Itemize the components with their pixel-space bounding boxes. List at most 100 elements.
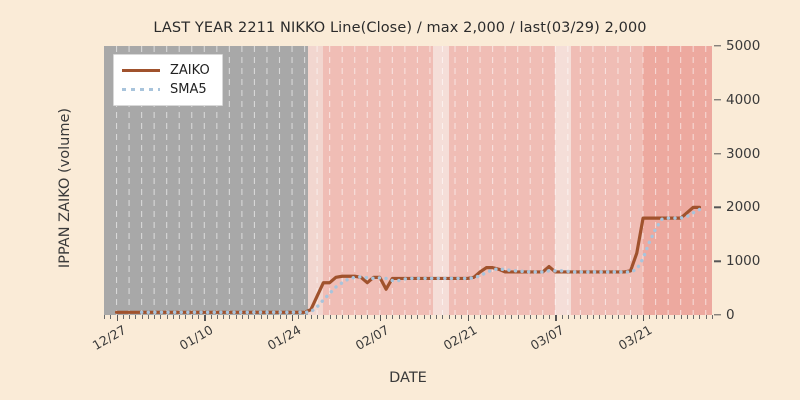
- y-tick-label: 0: [726, 307, 735, 323]
- x-tick-minor: [574, 315, 576, 319]
- y-axis-label: IPPAN ZAIKO (volume): [57, 107, 73, 269]
- x-tick-label: 02/21: [440, 322, 480, 354]
- x-tick-minor: [517, 315, 519, 319]
- x-tick-minor: [298, 315, 300, 319]
- x-tick-minor: [266, 315, 268, 319]
- x-tick-minor: [141, 315, 143, 319]
- x-tick-minor: [417, 315, 419, 319]
- x-tick-minor: [110, 315, 112, 319]
- x-tick-minor: [172, 315, 174, 319]
- x-tick-minor: [404, 315, 406, 319]
- x-tick-minor: [586, 315, 588, 319]
- x-tick-minor: [542, 315, 544, 319]
- series-sma5: [139, 207, 702, 315]
- x-tick-minor: [599, 315, 601, 319]
- x-tick-minor: [523, 315, 525, 319]
- legend-item-zaiko: ZAIKO: [122, 61, 210, 80]
- y-tick-mark: [714, 152, 721, 155]
- x-tick-label: 01/10: [177, 322, 216, 354]
- x-tick-label: 02/07: [352, 322, 392, 354]
- background-band: [643, 46, 712, 315]
- x-tick-minor: [329, 315, 331, 319]
- x-tick-minor: [549, 315, 551, 319]
- x-tick-minor: [386, 315, 388, 319]
- y-tick-label: 2000: [726, 199, 761, 216]
- background-band: [433, 46, 449, 315]
- x-tick-minor: [680, 315, 682, 319]
- x-tick-minor: [129, 315, 131, 319]
- x-tick-minor: [223, 315, 225, 319]
- x-tick-minor: [699, 315, 701, 319]
- x-tick-minor: [429, 315, 431, 319]
- x-tick-minor: [661, 315, 663, 319]
- data-series-layer: [114, 205, 702, 315]
- x-tick-minor: [530, 315, 532, 319]
- x-tick-minor: [373, 315, 375, 319]
- background-band: [307, 46, 324, 315]
- x-tick-major: [379, 315, 382, 321]
- y-tick-mark: [714, 99, 721, 101]
- sma5-line-swatch: [122, 84, 160, 96]
- x-tick-minor: [191, 315, 193, 319]
- x-tick-minor: [442, 315, 444, 319]
- x-tick-minor: [580, 315, 582, 319]
- x-tick-minor: [505, 315, 507, 319]
- legend-label-zaiko: ZAIKO: [170, 63, 210, 78]
- x-tick-minor: [241, 315, 243, 319]
- x-tick-minor: [285, 315, 287, 319]
- x-tick-label: 12/27: [89, 322, 129, 354]
- legend-label-sma5: SMA5: [170, 82, 207, 97]
- x-tick-minor: [611, 315, 613, 319]
- background-band: [555, 46, 571, 315]
- x-tick-minor: [592, 315, 594, 319]
- x-tick-minor: [567, 315, 569, 319]
- x-tick-minor: [411, 315, 413, 319]
- x-tick-minor: [135, 315, 137, 319]
- x-tick-minor: [166, 315, 168, 319]
- x-tick-minor: [342, 315, 344, 319]
- x-tick-minor: [160, 315, 162, 319]
- y-tick-label: 4000: [726, 91, 761, 108]
- x-tick-minor: [605, 315, 607, 319]
- x-tick-minor: [122, 315, 124, 319]
- x-tick-minor: [317, 315, 319, 319]
- x-tick-major: [116, 315, 118, 321]
- x-tick-minor: [693, 315, 695, 319]
- x-tick-minor: [511, 315, 513, 319]
- x-tick-minor: [636, 315, 638, 319]
- x-tick-minor: [335, 315, 337, 319]
- x-tick-minor: [310, 315, 312, 319]
- y-tick-mark: [714, 45, 721, 47]
- series-zaiko: [114, 205, 702, 314]
- x-tick-minor: [668, 315, 670, 319]
- x-tick-minor: [423, 315, 425, 319]
- x-tick-minor: [198, 315, 200, 319]
- x-tick-minor: [323, 315, 325, 319]
- x-tick-minor: [354, 315, 356, 319]
- chart-title: LAST YEAR 2211 NIKKO Line(Close) / max 2…: [153, 20, 647, 36]
- x-tick-minor: [705, 315, 707, 319]
- y-tick-label: 3000: [726, 145, 761, 162]
- zaiko-line-swatch: [122, 65, 160, 77]
- x-tick-minor: [229, 315, 231, 319]
- x-tick-minor: [260, 315, 262, 319]
- x-tick-minor: [655, 315, 657, 319]
- x-tick-minor: [561, 315, 563, 319]
- x-tick-label: 03/07: [528, 322, 567, 354]
- x-tick-minor: [448, 315, 450, 319]
- x-tick-minor: [480, 315, 482, 319]
- x-tick-minor: [210, 315, 212, 319]
- x-tick-minor: [185, 315, 187, 319]
- y-tick-label: 1000: [726, 253, 761, 270]
- x-tick-minor: [674, 315, 676, 319]
- chart-legend: ZAIKO SMA5: [113, 54, 223, 106]
- x-tick-minor: [367, 315, 369, 319]
- x-tick-minor: [536, 315, 538, 319]
- x-tick-minor: [624, 315, 626, 319]
- x-tick-minor: [649, 315, 651, 319]
- x-tick-minor: [686, 315, 688, 319]
- x-tick-minor: [498, 315, 500, 319]
- y-tick-label: 5000: [726, 38, 761, 54]
- x-tick-minor: [398, 315, 400, 319]
